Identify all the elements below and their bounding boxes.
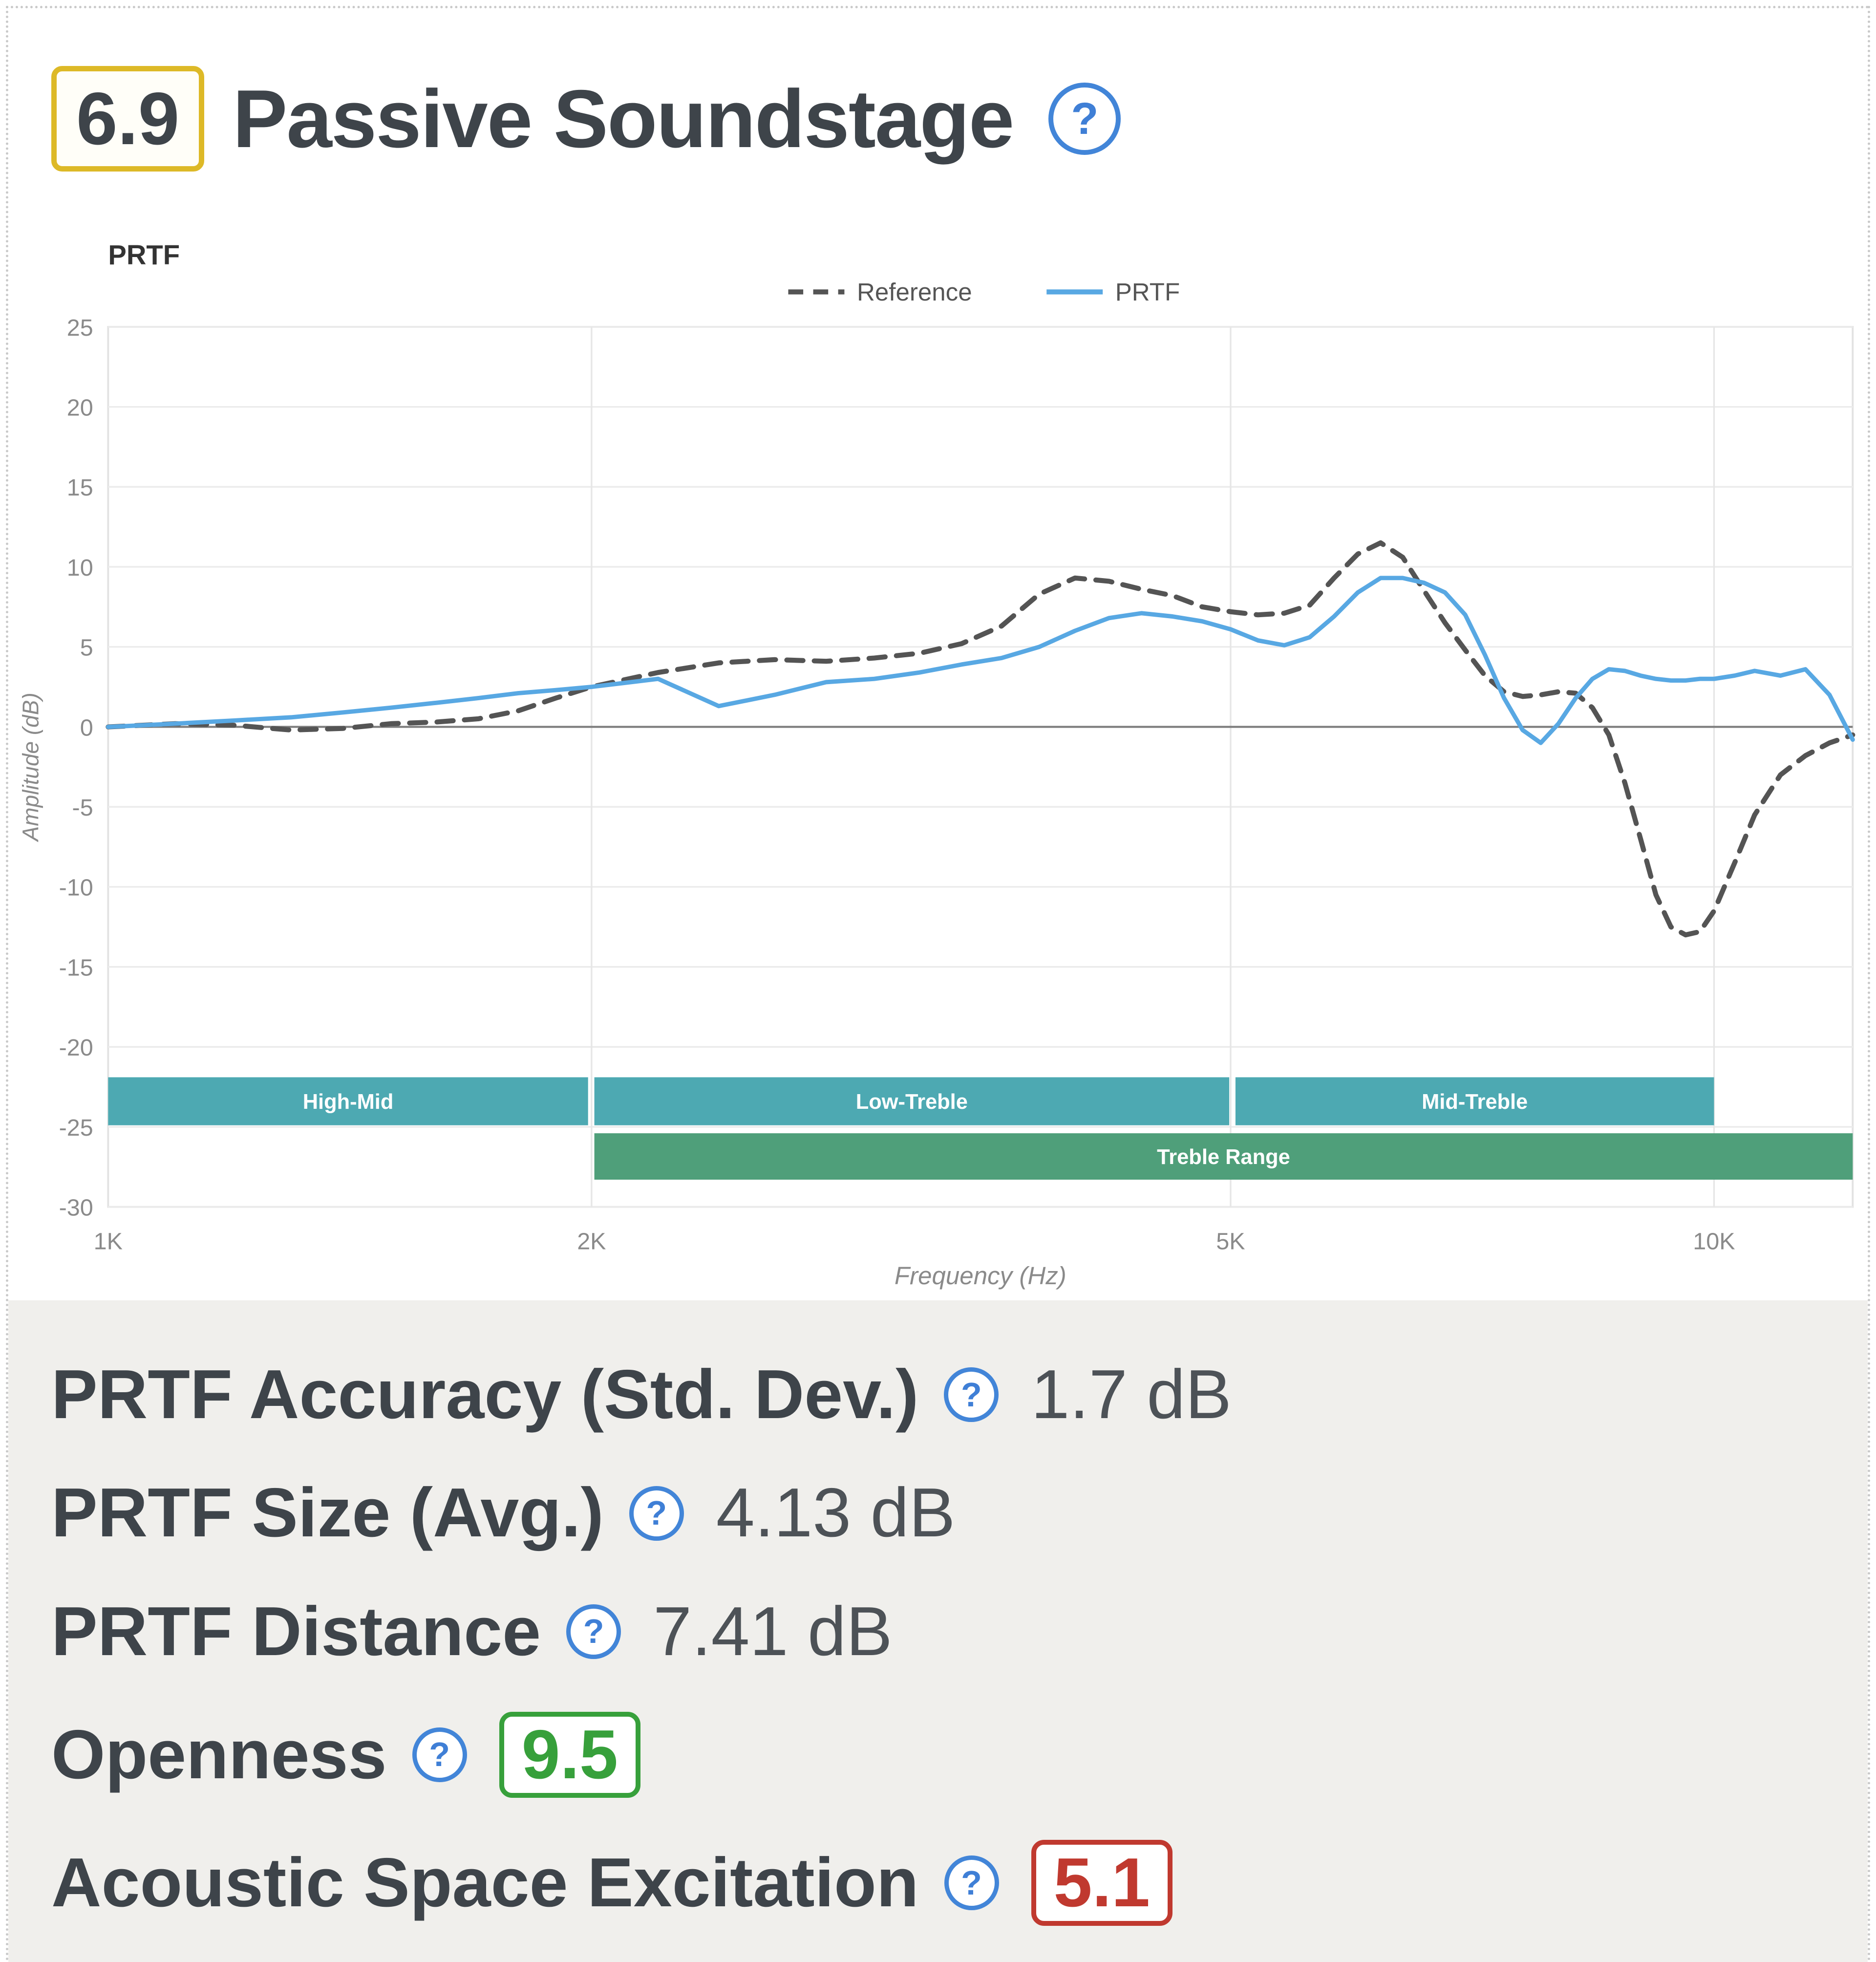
section-header: 6.9 Passive Soundstage ? [8, 8, 1868, 172]
y-tick-label: 25 [67, 315, 93, 341]
frequency-band [594, 1077, 1230, 1125]
ase-score-badge: 5.1 [1031, 1840, 1172, 1926]
frequency-band-label: Treble Range [1157, 1145, 1290, 1169]
legend-prtf-label: PRTF [1115, 278, 1180, 306]
legend-reference-label: Reference [857, 278, 972, 306]
x-tick-label: 5K [1216, 1229, 1245, 1255]
frequency-band [1235, 1077, 1714, 1125]
page-title: Passive Soundstage [233, 72, 1014, 165]
help-icon[interactable]: ? [944, 1855, 999, 1911]
x-axis-label: Frequency (Hz) [895, 1262, 1066, 1290]
plot-area [107, 325, 1854, 1208]
series-reference [106, 540, 1855, 938]
y-tick-label: -15 [59, 954, 93, 981]
metric-value: 7.41 dB [653, 1592, 893, 1670]
metric-value: 1.7 dB [1031, 1356, 1232, 1434]
passive-soundstage-section: 6.9 Passive Soundstage ? -30 -25 -20 -15 -10… [6, 6, 1870, 1962]
y-tick-label: 20 [67, 394, 93, 421]
y-tick-label: -30 [59, 1195, 93, 1221]
metric-openness: Openness ? 9.5 [51, 1711, 1838, 1798]
frequency-band-label: Low-Treble [856, 1090, 968, 1114]
openness-score-badge: 9.5 [499, 1711, 640, 1798]
y-tick-label: -20 [59, 1035, 93, 1061]
chart-title: PRTF [108, 239, 180, 270]
metric-label: PRTF Size (Avg.) [51, 1474, 604, 1552]
metric-acoustic-space-excitation: Acoustic Space Excitation ? 5.1 [51, 1840, 1838, 1926]
y-tick-label: -5 [72, 795, 93, 821]
prtf-chart-container: -30 -25 -20 -15 -10 -5 0 5 10 15 20 25 1K 2K 5K 10K High… [8, 215, 1868, 1300]
y-tick-label: 15 [67, 474, 93, 501]
metric-value: 4.13 dB [716, 1474, 956, 1552]
y-tick-label: 10 [67, 555, 93, 581]
metrics-panel: PRTF Accuracy (Std. Dev.) ? 1.7 dB PRTF … [8, 1300, 1868, 1962]
section-score-badge: 6.9 [51, 66, 205, 172]
y-tick-label: -10 [59, 875, 93, 901]
x-tick-label: 1K [94, 1229, 123, 1255]
metric-prtf-size: PRTF Size (Avg.) ? 4.13 dB [51, 1475, 1838, 1551]
help-icon[interactable]: ? [1048, 83, 1121, 155]
prtf-chart: -30 -25 -20 -15 -10 -5 0 5 10 15 20 25 1K 2K 5K 10K High… [18, 239, 1855, 1290]
metric-prtf-accuracy: PRTF Accuracy (Std. Dev.) ? 1.7 dB [51, 1357, 1838, 1433]
x-tick-label: 2K [577, 1229, 606, 1255]
help-icon[interactable]: ? [944, 1367, 999, 1423]
metric-label: PRTF Accuracy (Std. Dev.) [51, 1356, 919, 1434]
frequency-band [108, 1077, 588, 1125]
x-tick-label: 10K [1693, 1229, 1735, 1255]
y-tick-label: -25 [59, 1115, 93, 1141]
metric-label: Acoustic Space Excitation [51, 1844, 919, 1922]
frequency-band-label: High-Mid [303, 1090, 394, 1114]
metric-prtf-distance: PRTF Distance ? 7.41 dB [51, 1592, 1838, 1670]
help-icon[interactable]: ? [629, 1486, 684, 1541]
frequency-band [594, 1133, 1853, 1180]
help-icon[interactable]: ? [412, 1727, 467, 1782]
y-tick-label: 0 [80, 714, 93, 741]
metric-label: PRTF Distance [51, 1592, 541, 1670]
metric-label: Openness [51, 1715, 387, 1793]
y-axis-label: Amplitude (dB) [18, 692, 43, 842]
help-icon[interactable]: ? [566, 1604, 621, 1659]
y-tick-label: 5 [80, 635, 93, 661]
frequency-band-label: Mid-Treble [1422, 1090, 1528, 1114]
series-prtf [106, 576, 1855, 745]
